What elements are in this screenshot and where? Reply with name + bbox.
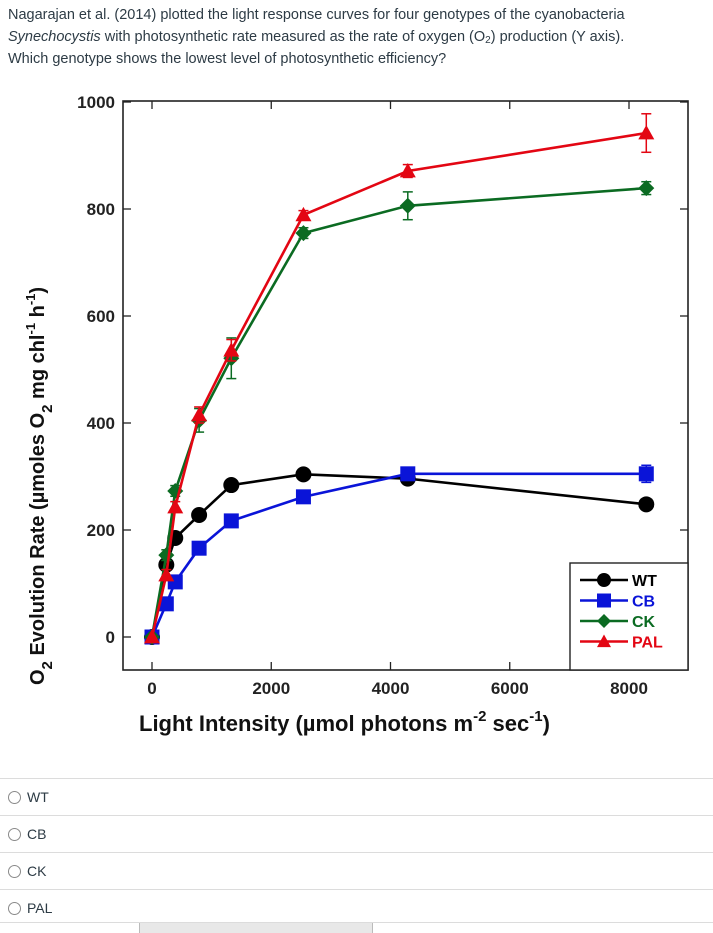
question-line-3: Which genotype shows the lowest level of… <box>8 51 447 67</box>
radio-button[interactable] <box>8 901 21 915</box>
y-label-main: Evolution Rate (µmoles O <box>27 413 49 661</box>
data-point-triangle <box>295 206 312 222</box>
legend: WT CB CK PAL <box>569 562 689 671</box>
x-label-mid: sec <box>486 711 529 736</box>
x-label-sup: -1 <box>529 708 542 725</box>
subscript-2: 2 <box>485 35 491 46</box>
series-line <box>150 186 647 638</box>
x-tick-label: 4000 <box>372 679 410 698</box>
x-label-sup: -2 <box>473 708 486 725</box>
data-point-triangle <box>158 566 175 582</box>
light-response-chart: 0 2000 4000 6000 8000 0 200 400 600 800 1000 WT CB C… <box>23 93 689 736</box>
data-point-triangle <box>144 629 160 644</box>
question-line-2: Synechocystis with photosynthetic rate m… <box>8 26 708 48</box>
radio-button[interactable] <box>8 790 21 804</box>
plot-frame <box>122 100 689 671</box>
data-point-square <box>295 489 311 505</box>
organism-name: Synechocystis <box>8 29 101 45</box>
data-point-triangle <box>399 163 416 178</box>
data-point-diamond <box>399 197 416 214</box>
radio-button[interactable] <box>8 864 21 878</box>
answer-option-ck[interactable]: CK <box>0 852 713 889</box>
y-label-chl: mg chl <box>27 335 49 405</box>
data-point-square <box>400 466 416 482</box>
data-point-triangle <box>223 342 240 357</box>
data-point-triangle <box>597 634 611 648</box>
answer-option-wt[interactable]: WT <box>0 778 713 815</box>
y-label-sup: -1 <box>23 323 38 335</box>
plot-border <box>122 100 689 671</box>
x-axis-label: Light Intensity (µmol photons m-2 sec-1) <box>139 708 550 736</box>
y-label-sup: -1 <box>23 294 38 306</box>
y-tick-label: 800 <box>87 200 115 219</box>
answer-label: PAL <box>27 900 53 916</box>
legend-label-pal: PAL <box>632 635 663 652</box>
answer-label: CK <box>27 863 47 879</box>
y-tick-label: 600 <box>87 307 115 326</box>
legend-label-wt: WT <box>632 573 657 590</box>
data-point-triangle <box>638 125 655 140</box>
data-point-square <box>158 596 174 612</box>
axis-ticks: 0 2000 4000 6000 8000 0 200 400 600 800 1000 <box>77 93 688 698</box>
data-point-triangle <box>191 406 208 422</box>
x-tick-label: 8000 <box>610 679 648 698</box>
legend-label-ck: CK <box>632 614 656 631</box>
data-point-square <box>597 593 611 608</box>
x-tick-label: 0 <box>147 679 156 698</box>
data-point-circle <box>223 477 240 494</box>
answer-label: CB <box>27 826 47 842</box>
answer-options: WT CB CK PAL <box>0 778 713 926</box>
y-label-sub: 2 <box>39 661 56 669</box>
data-point-square <box>223 513 239 529</box>
data-point-diamond <box>638 180 655 197</box>
question-line-1: Nagarajan et al. (2014) plotted the ligh… <box>8 7 625 23</box>
y-label-h: h <box>27 305 49 323</box>
y-tick-label: 400 <box>87 414 115 433</box>
series-line <box>150 131 647 638</box>
answer-label: WT <box>27 789 49 805</box>
y-tick-label: 200 <box>87 521 115 540</box>
legend-label-cb: CB <box>632 594 655 611</box>
data-point-square <box>191 540 207 556</box>
question-text: Nagarajan et al. (2014) plotted the ligh… <box>8 4 708 70</box>
question-line-2-text: with photosynthetic rate measured as the… <box>100 29 486 45</box>
y-tick-label: 1000 <box>77 93 115 112</box>
answer-option-cb[interactable]: CB <box>0 815 713 852</box>
y-axis-label: O2 Evolution Rate (µmoles O2 mg chl-1 h-… <box>23 287 56 685</box>
data-point-square <box>638 466 654 482</box>
data-point-circle <box>191 507 208 524</box>
data-point-diamond <box>597 614 611 628</box>
x-label-main: Light Intensity (µmol photons m <box>139 711 473 736</box>
y-label-end: ) <box>27 287 49 294</box>
question-line-2-end: ) production (Y axis). <box>490 29 625 45</box>
y-tick-label: 0 <box>106 628 115 647</box>
divider <box>0 922 713 923</box>
series-pal <box>144 113 655 644</box>
data-point-circle <box>638 496 655 513</box>
scroll-region <box>139 923 373 933</box>
x-label-end: ) <box>543 711 550 736</box>
data-point-triangle <box>167 498 184 514</box>
data-point-circle <box>295 466 312 483</box>
y-label-o: O <box>27 669 49 685</box>
x-tick-label: 6000 <box>491 679 529 698</box>
answer-option-pal[interactable]: PAL <box>0 889 713 926</box>
x-tick-label: 2000 <box>252 679 290 698</box>
data-point-circle <box>597 573 611 587</box>
data-point-diamond <box>295 225 312 242</box>
data-series <box>144 113 655 645</box>
y-label-sub: 2 <box>39 405 56 413</box>
radio-button[interactable] <box>8 827 21 841</box>
